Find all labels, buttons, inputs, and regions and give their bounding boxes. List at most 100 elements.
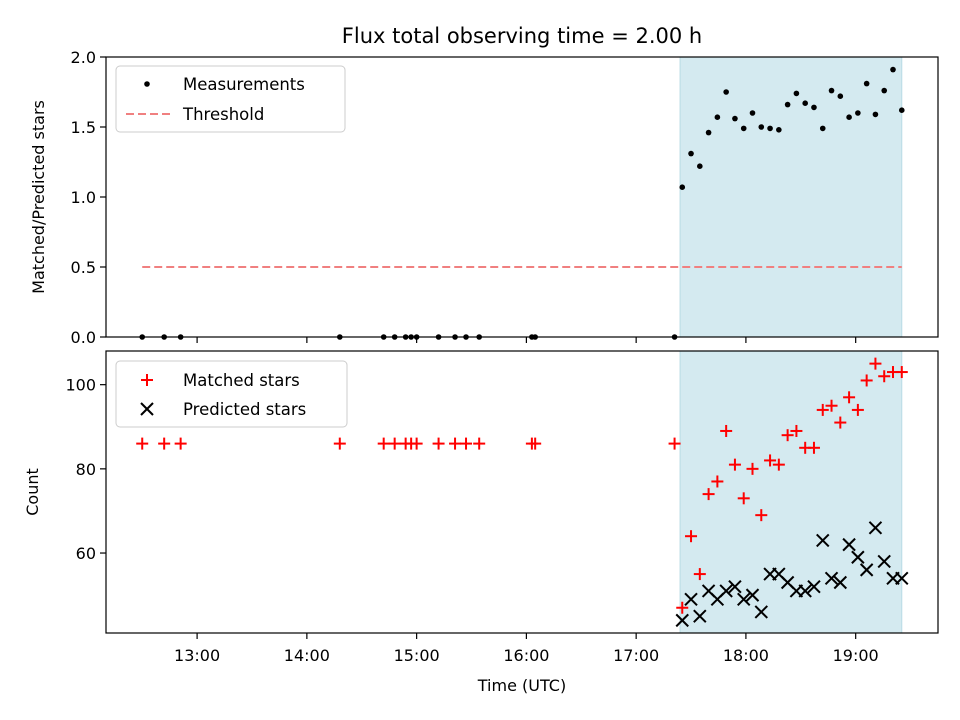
bottom-axes-frame	[105, 350, 939, 634]
bot-series0-point-9	[432, 437, 445, 450]
xtick-label-0: 13:00	[174, 646, 220, 665]
bot-ytick-label-2: 100	[65, 376, 96, 395]
bot-series0-point-3	[333, 437, 346, 450]
top-series0-point-35	[846, 114, 852, 120]
top-series0-point-38	[872, 111, 879, 118]
top-marks	[139, 57, 905, 340]
top-ytick-label-1: 0.5	[71, 258, 96, 277]
top-series0-point-23	[740, 125, 747, 132]
top-series0-point-20	[714, 114, 721, 120]
top-y-ticks: 0.0 0.5 1.0 1.5 2.0	[71, 48, 106, 347]
legend-predicted-label: Predicted stars	[183, 400, 306, 419]
bot-ytick-label-1: 80	[76, 460, 96, 479]
bottom-y-ticks: 60 80 100	[65, 376, 106, 563]
bot-series1-point-9	[754, 605, 768, 619]
top-shaded-region	[680, 57, 902, 337]
top-series0-point-25	[758, 124, 765, 130]
bot-series1-point-17	[824, 571, 839, 585]
bot-series0-point-41	[895, 366, 908, 379]
top-series0-point-31	[811, 104, 817, 111]
top-panel: 0.00.51.01.52.0 Matched/Predicted stars …	[29, 48, 939, 347]
top-series0-point-32	[819, 125, 826, 132]
bot-series0-point-17	[685, 530, 698, 543]
bot-series0-point-22	[728, 458, 741, 471]
chart-title: Flux total observing time = 2.00 h	[342, 24, 702, 48]
bot-series1-point-21	[859, 563, 874, 577]
top-ytick-label-3: 1.5	[71, 118, 96, 137]
bot-series0-point-26	[764, 454, 777, 467]
legend-matched-marker	[141, 374, 153, 386]
bot-series0-point-0	[136, 437, 149, 450]
bot-series0-point-4	[377, 437, 390, 450]
xtick-label-4: 17:00	[613, 646, 659, 665]
bot-series0-point-20	[711, 475, 724, 488]
bot-series1-point-14	[798, 584, 812, 598]
xtick-label-5: 18:00	[723, 646, 769, 665]
bot-series0-point-25	[755, 509, 768, 522]
top-ytick-label-0: 0.0	[71, 328, 96, 347]
legend-matched-label: Matched stars	[183, 371, 300, 390]
top-series0-point-21	[723, 89, 729, 95]
bot-series0-point-16	[676, 601, 689, 614]
top-series0-point-27	[776, 127, 782, 133]
top-x-ticks	[196, 337, 857, 343]
bot-series1-point-25	[895, 571, 909, 585]
bot-series0-point-18	[693, 568, 706, 581]
bot-series1-point-23	[877, 554, 891, 569]
bot-series0-point-8	[410, 437, 423, 450]
bottom-marks	[136, 351, 909, 633]
bot-series0-point-36	[851, 403, 864, 416]
bottom-legend: Matched stars Predicted stars	[115, 360, 348, 428]
bot-series0-point-38	[869, 357, 882, 370]
bot-series0-point-31	[807, 441, 820, 454]
top-series0-point-17	[688, 150, 694, 157]
top-series0-point-36	[855, 110, 861, 116]
top-series0-point-33	[828, 87, 835, 94]
bot-series1-point-19	[842, 537, 856, 552]
bot-series0-point-29	[790, 424, 803, 437]
top-series0-point-28	[784, 101, 791, 108]
bottom-panel: 60 80 100 13:00 14:00 15:00 16:00 17:00 18:00 19…	[23, 350, 939, 695]
bot-series1-point-8	[745, 588, 760, 602]
top-series0-point-24	[749, 110, 756, 116]
xtick-label-2: 15:00	[394, 646, 440, 665]
top-series0-point-40	[890, 66, 896, 73]
bot-series0-point-21	[720, 424, 733, 437]
bot-series0-point-14	[529, 437, 542, 450]
legend-predicted-marker	[140, 402, 154, 416]
bot-series0-point-11	[460, 437, 473, 450]
bot-series1-point-22	[868, 521, 883, 535]
bottom-x-ticks: 13:00 14:00 15:00 16:00 17:00 18:00 19:00	[174, 633, 879, 665]
top-legend: Measurements Threshold	[115, 65, 346, 133]
legend-measurements-marker	[144, 81, 150, 87]
bot-series1-point-15	[807, 579, 821, 594]
bot-series0-point-37	[860, 374, 873, 387]
top-series0-point-22	[732, 115, 738, 122]
bot-series1-point-16	[816, 533, 830, 548]
bot-ytick-label-0: 60	[76, 544, 96, 563]
bot-series0-point-24	[746, 462, 759, 475]
top-series0-point-41	[898, 107, 905, 113]
bot-series0-point-2	[174, 437, 187, 450]
bot-series0-point-32	[816, 403, 829, 416]
top-series0-point-37	[863, 80, 870, 87]
bot-series0-point-39	[878, 370, 891, 383]
bottom-y-axis-label: Count	[23, 468, 42, 516]
top-y-axis-label: Matched/Predicted stars	[29, 100, 48, 294]
bot-series0-point-28	[781, 429, 794, 442]
top-series0-point-26	[767, 125, 773, 132]
bot-series0-point-19	[702, 488, 715, 501]
bot-series0-point-5	[388, 437, 401, 450]
top-series0-point-18	[697, 163, 703, 169]
bot-series1-point-20	[851, 550, 865, 564]
top-series0-point-39	[881, 87, 888, 94]
xtick-label-6: 19:00	[833, 646, 879, 665]
top-series0-point-29	[793, 90, 800, 97]
bot-series0-point-23	[737, 492, 750, 505]
bottom-shaded-region	[680, 351, 902, 633]
bot-series1-point-2	[693, 609, 707, 623]
legend-measurements-label: Measurements	[183, 75, 305, 94]
bot-series1-point-7	[737, 592, 751, 607]
bot-series0-point-10	[449, 437, 462, 450]
